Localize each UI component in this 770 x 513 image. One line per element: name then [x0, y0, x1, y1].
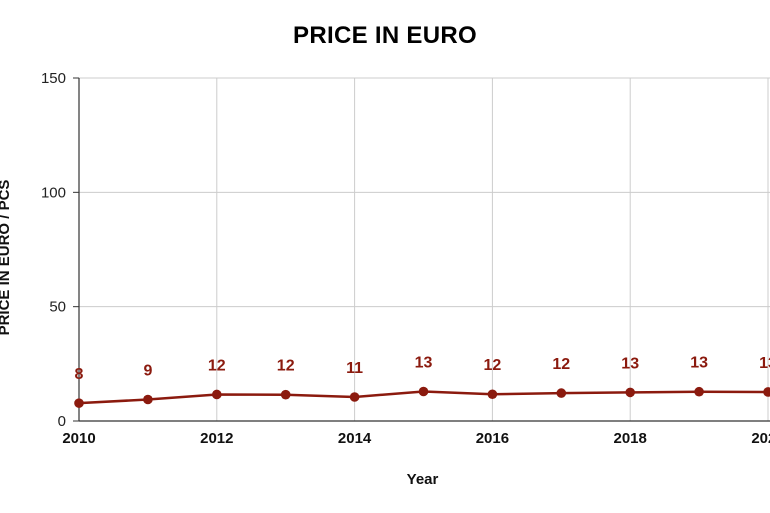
- data-label: 8: [75, 366, 84, 383]
- data-point: [349, 392, 360, 402]
- data-label: 12: [277, 358, 295, 375]
- data-label: 13: [621, 355, 639, 372]
- data-point: [280, 389, 291, 400]
- data-point: [625, 387, 635, 398]
- y-tick-label: 150: [41, 70, 66, 87]
- data-labels: 8 9 12 12 11 13 12 12 13 13 13: [75, 355, 770, 384]
- data-point: [763, 387, 770, 397]
- data-point: [418, 386, 429, 397]
- y-tick-label: 50: [49, 299, 66, 316]
- data-point: [556, 388, 567, 398]
- chart-title: PRICE IN EURO: [293, 22, 477, 49]
- x-tick-label: 2010: [62, 430, 95, 447]
- x-tick-label: 2012: [200, 430, 233, 447]
- data-point: [212, 389, 222, 400]
- grid-lines: [79, 77, 770, 421]
- x-tick-label: 2020: [751, 430, 770, 447]
- data-point: [74, 398, 84, 408]
- data-label: 12: [552, 356, 570, 373]
- y-tick-label: 0: [58, 413, 66, 430]
- data-label: 12: [208, 357, 226, 374]
- data-label: 13: [690, 355, 708, 372]
- data-point: [487, 389, 498, 400]
- y-axis-title: PRICE IN EURO / PCS: [0, 180, 13, 336]
- x-axis-title: Year: [407, 471, 439, 488]
- data-label: 11: [346, 360, 363, 377]
- y-tick-labels: 0 50 100 150: [41, 70, 66, 430]
- x-tick-label: 2016: [476, 430, 509, 447]
- data-label: 13: [415, 355, 433, 372]
- x-tick-label: 2018: [614, 430, 647, 447]
- x-tick-labels: 2010 2012 2014 2016 2018 2020: [62, 430, 770, 447]
- data-label: 9: [143, 363, 152, 380]
- data-point: [143, 394, 153, 405]
- x-tick-label: 2014: [338, 430, 372, 447]
- data-point: [694, 386, 704, 397]
- axes: [73, 77, 770, 422]
- series-group: [74, 386, 770, 408]
- y-tick-label: 100: [41, 184, 66, 201]
- data-label: 12: [484, 357, 502, 374]
- data-label: 13: [759, 355, 770, 372]
